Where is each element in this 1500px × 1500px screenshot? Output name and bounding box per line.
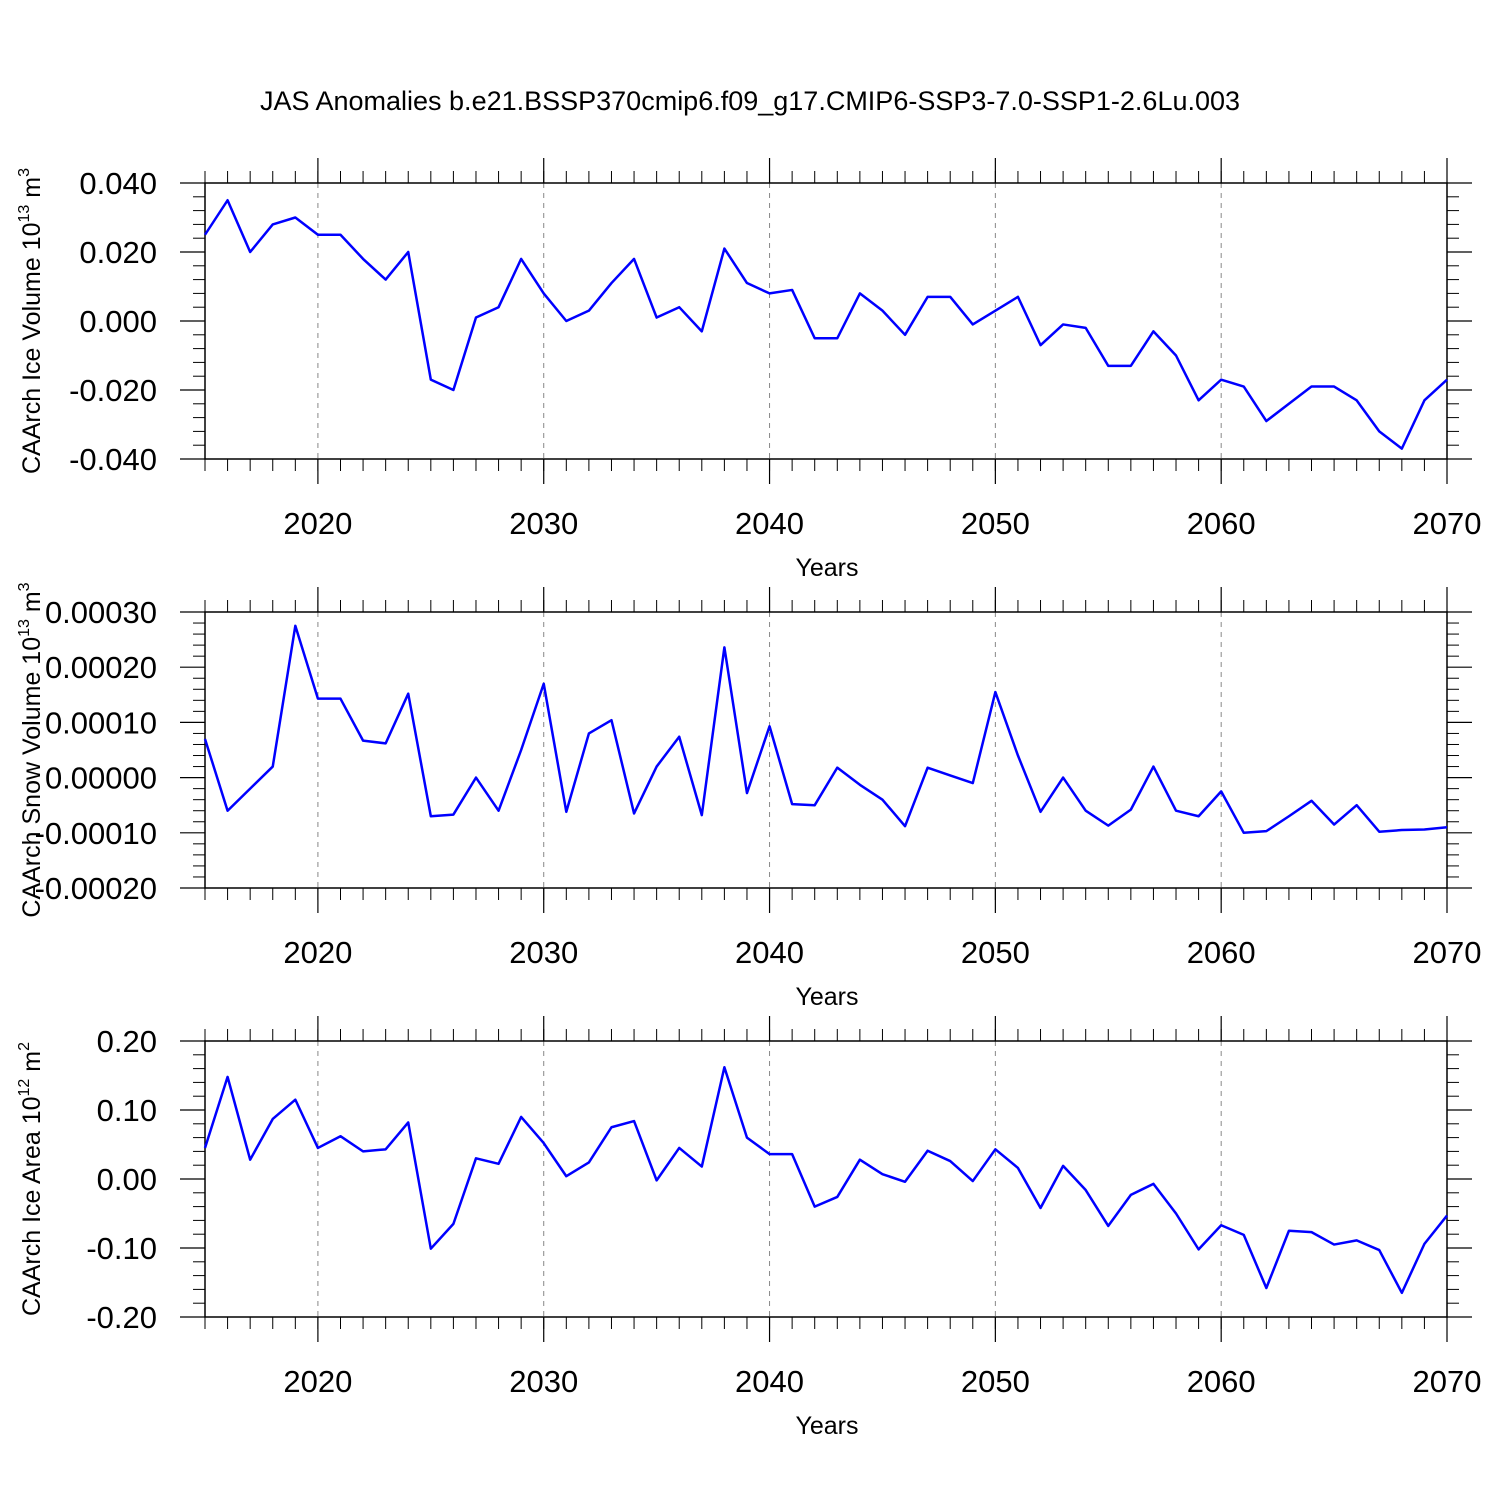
y-tick-label: 0.020 (79, 235, 157, 270)
y-axis-label: CAArch Ice Area 1012 m2 (16, 1042, 46, 1316)
y-tick-label: -0.020 (69, 373, 157, 408)
x-axis-label: Years (795, 983, 858, 1011)
figure-title: JAS Anomalies b.e21.BSSP370cmip6.f09_g17… (260, 86, 1240, 116)
y-axis-label-exponent: 3 (16, 168, 33, 177)
y-axis-label-exponent: 2 (16, 1042, 33, 1051)
x-tick-label: 2040 (735, 1364, 804, 1399)
x-tick-label: 2070 (1413, 1364, 1482, 1399)
x-tick-label: 2040 (735, 506, 804, 541)
x-tick-label: 2020 (283, 1364, 352, 1399)
y-axis-label-text: m (18, 1051, 46, 1079)
x-tick-label: 2070 (1413, 935, 1482, 970)
y-axis-label-exponent: 13 (16, 205, 33, 223)
y-tick-label: 0.10 (97, 1093, 157, 1128)
data-line (203, 199, 1448, 450)
x-axis-label: Years (795, 1412, 858, 1440)
x-tick-label: 2040 (735, 935, 804, 970)
y-axis-label-text: CAArch Snow Volume 10 (18, 637, 46, 918)
y-tick-label: -0.20 (86, 1300, 157, 1335)
plot-frame (204, 1040, 1448, 1318)
x-tick-label: 2050 (961, 1364, 1030, 1399)
x-tick-label: 2020 (283, 506, 352, 541)
y-tick-label: 0.00020 (45, 650, 157, 685)
y-axis-label: CAArch Snow Volume 1013 m3 (16, 582, 46, 917)
plot-frame (204, 182, 1448, 460)
x-tick-label: 2030 (509, 1364, 578, 1399)
y-tick-label: 0.040 (79, 166, 157, 201)
y-tick-label: 0.00010 (45, 705, 157, 740)
x-axis-label: Years (795, 554, 858, 582)
y-tick-label: -0.00020 (35, 871, 157, 906)
y-tick-label: 0.20 (97, 1024, 157, 1059)
y-tick-label: -0.10 (86, 1231, 157, 1266)
y-tick-label: 0.00030 (45, 595, 157, 630)
x-tick-label: 2050 (961, 506, 1030, 541)
x-tick-label: 2070 (1413, 506, 1482, 541)
x-tick-label: 2060 (1187, 506, 1256, 541)
plot-frame (204, 611, 1448, 889)
y-tick-label: 0.00000 (45, 761, 157, 796)
x-tick-label: 2020 (283, 935, 352, 970)
x-tick-label: 2030 (509, 935, 578, 970)
x-tick-label: 2060 (1187, 935, 1256, 970)
y-axis-label-exponent: 12 (16, 1079, 33, 1097)
x-tick-label: 2060 (1187, 1364, 1256, 1399)
y-tick-label: -0.040 (69, 442, 157, 477)
y-axis-label-text: m (18, 591, 46, 619)
y-axis-label-text: CAArch Ice Area 10 (18, 1096, 46, 1316)
y-tick-label: 0.00 (97, 1162, 157, 1197)
y-tick-label: -0.00010 (35, 816, 157, 851)
data-line (203, 624, 1448, 835)
y-axis-label-exponent: 3 (16, 582, 33, 591)
data-line (203, 1065, 1448, 1295)
x-tick-label: 2030 (509, 506, 578, 541)
y-axis-label-text: CAArch Ice Volume 10 (18, 222, 46, 474)
y-tick-label: 0.000 (79, 304, 157, 339)
y-axis-label-exponent: 13 (16, 619, 33, 637)
x-tick-label: 2050 (961, 935, 1030, 970)
y-axis-label-text: m (18, 177, 46, 205)
y-axis-label: CAArch Ice Volume 1013 m3 (16, 168, 46, 474)
